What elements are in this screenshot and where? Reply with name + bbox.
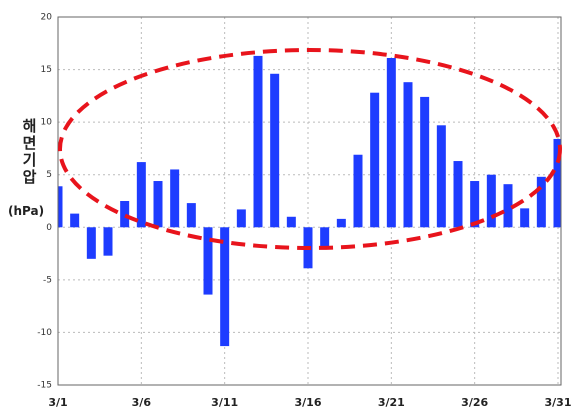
- bar: [386, 58, 396, 228]
- x-tick-label: 3/1: [48, 396, 67, 409]
- bar: [153, 181, 163, 228]
- bar: [286, 216, 296, 228]
- bar: [403, 82, 413, 228]
- bar: [170, 169, 180, 228]
- y-tick-label: -5: [43, 275, 52, 285]
- bar: [420, 96, 430, 228]
- x-tick-label: 3/26: [461, 396, 488, 409]
- y-tick-label: 5: [46, 170, 52, 180]
- bar: [486, 174, 496, 228]
- bar: [70, 213, 80, 228]
- y-tick-label: 20: [41, 13, 53, 23]
- bar: [453, 161, 463, 228]
- y-tick-label: -10: [37, 328, 52, 338]
- bar: [220, 227, 230, 347]
- bar: [536, 176, 546, 228]
- grid: [57, 16, 561, 386]
- y-tick-label: 15: [41, 65, 52, 75]
- bar: [503, 184, 513, 228]
- bar: [520, 208, 530, 228]
- bar: [253, 55, 263, 228]
- y-tick-label: 0: [46, 223, 52, 233]
- bar: [136, 162, 146, 228]
- x-tick-label: 3/11: [211, 396, 238, 409]
- highlight-ellipse: [58, 48, 562, 250]
- bar: [436, 125, 446, 228]
- bar: [186, 203, 196, 228]
- y-tick-label: 10: [41, 118, 53, 128]
- bar: [120, 201, 130, 228]
- plot-frame: [57, 16, 562, 386]
- bar: [270, 73, 280, 228]
- bar: [103, 227, 113, 256]
- bar: [353, 154, 363, 228]
- bar: [470, 181, 480, 228]
- x-tick-label: 3/16: [295, 396, 322, 409]
- y-axis-label: 해면기압: [20, 118, 38, 186]
- bar: [236, 209, 246, 228]
- bar: [58, 186, 63, 228]
- bar: [370, 92, 380, 228]
- bar: [553, 138, 561, 228]
- bar: [203, 227, 213, 295]
- x-tick-label: 3/6: [132, 396, 152, 409]
- bar: [336, 218, 346, 228]
- x-tick-label: 3/31: [545, 396, 572, 409]
- bar: [320, 227, 330, 250]
- y-tick-label: -15: [37, 381, 52, 391]
- x-tick-label: 3/21: [378, 396, 405, 409]
- bar: [86, 227, 96, 259]
- y-axis-unit: (hPa): [8, 204, 45, 218]
